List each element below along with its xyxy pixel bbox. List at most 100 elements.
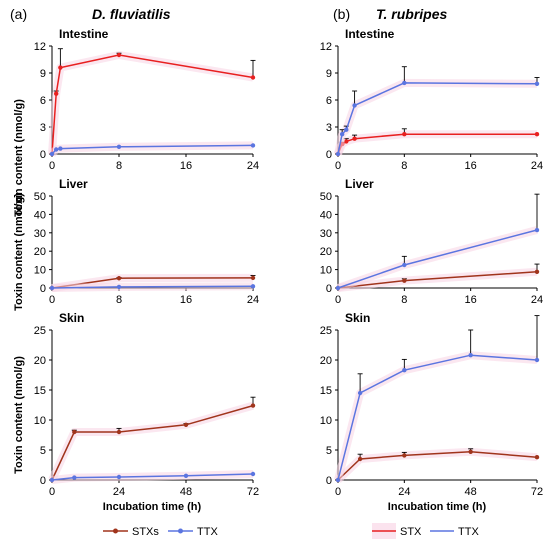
chart-b-liver-series-1-point (534, 227, 540, 233)
chart-a-intestine-ytick-label: 9 (40, 68, 46, 80)
chart-a-skin: 0 5 10 15 20 25 0 24 48 72 Skin (34, 311, 259, 498)
chart-b-liver-series-1-point (335, 285, 341, 291)
chart-b-intestine-xtick-label: 24 (531, 160, 543, 172)
chart-b-skin-series-1-point (534, 357, 540, 363)
chart-a-skin-series-1-point (183, 473, 189, 478)
chart-b-intestine-series-1-point (339, 132, 345, 137)
chart-b-intestine-ytick-label: 6 (326, 95, 332, 107)
chart-a-skin-series-0-point (250, 403, 256, 408)
chart-a-liver-series-1-point (49, 285, 55, 291)
chart-b-liver-series-0-point (402, 278, 407, 283)
chart-b-intestine-series-0-point (534, 132, 540, 137)
chart-b-skin-series-0-point (534, 455, 540, 460)
chart-b-intestine-series-1-point (344, 127, 349, 132)
chart-b-intestine-series-1-point (534, 81, 540, 87)
chart-b-skin-xtick-label: 72 (531, 486, 543, 498)
chart-a-skin-series-0-point (116, 429, 122, 435)
chart-a-liver-xtick-label: 24 (247, 294, 259, 306)
chart-a-liver-ytick-label: 0 (40, 283, 46, 295)
chart-a-liver-title: Liver (59, 177, 88, 191)
chart-a-intestine-ytick-label: 3 (40, 122, 46, 134)
chart-a-intestine-series-0-point (250, 75, 256, 80)
chart-a-intestine-series-1-point (53, 147, 59, 152)
chart-b-liver-ytick-label: 0 (326, 283, 332, 295)
chart-b-liver-ytick-label: 50 (320, 191, 332, 203)
chart-a-skin-ytick-label: 20 (34, 355, 46, 367)
chart-b-liver-series-1-point (402, 262, 407, 268)
chart-b-liver-xtick-label: 24 (531, 294, 543, 306)
y-axis-label-row1: Toxin content (nmol/g) (13, 99, 25, 217)
chart-b-intestine-ytick-label: 0 (326, 149, 332, 161)
chart-a-intestine: 0 3 6 9 12 0 8 16 24 Intestine (34, 27, 259, 172)
chart-b-skin-series-1-point (335, 477, 341, 483)
panel-b-species: T. rubripes (376, 6, 448, 22)
chart-b-liver-series-0-point (534, 269, 540, 275)
chart-a-liver-xtick-label: 0 (49, 294, 55, 306)
chart-a-liver-series-0-point (250, 275, 256, 281)
legend-left-label-1: TTX (197, 526, 218, 538)
chart-b-skin-xtick-label: 0 (335, 486, 341, 498)
chart-b-intestine-series-0-point (402, 132, 407, 137)
chart-b-skin-ytick-label: 25 (320, 325, 332, 337)
chart-b-intestine-series-1-point (335, 151, 341, 157)
panel-a-label: (a) (10, 6, 27, 22)
chart-a-skin-ytick-label: 15 (34, 385, 46, 397)
chart-a-skin-xtick-label: 48 (180, 486, 192, 498)
chart-b-intestine-ytick-label: 12 (320, 41, 332, 53)
chart-b-intestine-series-1-point (402, 80, 407, 86)
chart-b-intestine-xtick-label: 0 (335, 160, 341, 172)
chart-a-intestine-xtick-label: 8 (116, 160, 122, 172)
chart-a-liver-ytick-label: 10 (34, 265, 46, 277)
chart-a-intestine-title: Intestine (59, 27, 109, 41)
chart-b-intestine-xtick-label: 8 (401, 160, 407, 172)
chart-b-intestine: 0 3 6 9 12 0 8 16 24 Intestine (320, 27, 543, 172)
chart-a-intestine-series-0-point (58, 65, 63, 70)
plots-layer: 0 3 6 9 12 0 8 16 24 Intestine 0 3 6 9 12 0 8 16 24 Intesti… (34, 27, 543, 498)
chart-a-skin-ytick-label: 25 (34, 325, 46, 337)
legend-right-label-0: STX (400, 526, 422, 538)
chart-a-skin-series-1-point (116, 474, 122, 480)
chart-b-skin-title: Skin (345, 311, 370, 325)
chart-b-skin-series-0-point (357, 456, 363, 462)
chart-a-skin-ytick-label: 10 (34, 415, 46, 427)
chart-b-skin-ytick-label: 20 (320, 355, 332, 367)
chart-a-liver-ytick-label: 20 (34, 246, 46, 258)
chart-a-intestine-series-1-point (58, 146, 63, 151)
chart-a-liver-xtick-label: 8 (116, 294, 122, 306)
chart-a-skin-series-0-point (183, 422, 189, 427)
chart-a-liver-ytick-label: 40 (34, 209, 46, 221)
chart-a-intestine-series-0-shade (48, 51, 254, 155)
legend-left: STXs TTX (103, 526, 218, 538)
panel-b-label: (b) (333, 6, 350, 22)
x-axis-label-b: Incubation time (h) (388, 501, 487, 513)
legend-left-label-0: STXs (132, 526, 159, 538)
x-axis-label-a: Incubation time (h) (103, 501, 202, 513)
chart-b-intestine-xtick-label: 16 (465, 160, 477, 172)
chart-b-skin-series-0-point (468, 449, 473, 454)
chart-b-skin-series-1-point (402, 368, 407, 373)
chart-a-intestine-series-0-point (116, 52, 122, 58)
chart-a-intestine-xtick-label: 16 (180, 160, 192, 172)
chart-b-skin-series-1-point (468, 353, 473, 358)
chart-a-intestine-series-1-point (116, 144, 122, 149)
chart-b-liver-xtick-label: 16 (465, 294, 477, 306)
chart-b-liver-ytick-label: 40 (320, 209, 332, 221)
chart-a-skin-series-1-point (49, 477, 55, 483)
chart-b-skin-ytick-label: 10 (320, 415, 332, 427)
chart-a-skin-series-1-point (250, 471, 256, 477)
chart-a-skin-series-0-point (72, 429, 77, 435)
chart-a-intestine-series-0-point (53, 91, 59, 96)
chart-a-skin-ytick-label: 5 (40, 445, 46, 457)
chart-b-skin: 0 5 10 15 20 25 0 24 48 72 Skin (320, 311, 543, 498)
chart-a-intestine-ytick-label: 0 (40, 149, 46, 161)
chart-a-skin-xtick-label: 72 (247, 486, 259, 498)
legend-right: STX TTX (372, 523, 479, 539)
chart-a-skin-xtick-label: 0 (49, 486, 55, 498)
legend-right-label-1: TTX (458, 526, 479, 538)
chart-a-liver-series-1-point (116, 284, 122, 290)
chart-b-intestine-series-0-point (352, 136, 357, 141)
chart-a-liver-xtick-label: 16 (180, 294, 192, 306)
chart-b-skin-series-0-shade (335, 447, 538, 483)
chart-a-liver-series-0-point (116, 276, 122, 281)
